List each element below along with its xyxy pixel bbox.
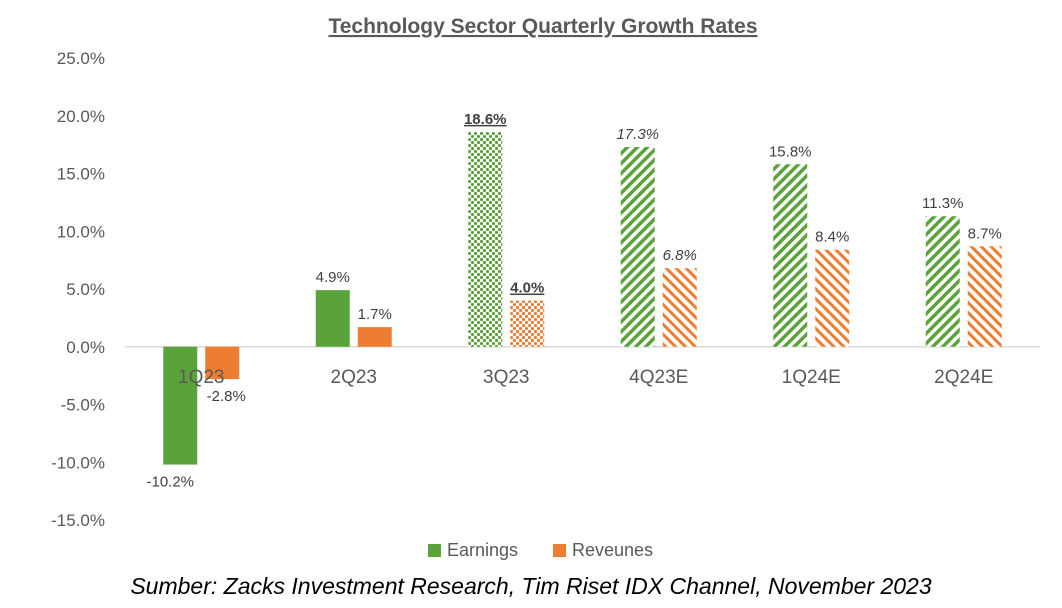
- x-tick-label: 1Q24E: [782, 367, 841, 388]
- bar-earnings: [163, 346, 198, 465]
- legend-label-revenues: Reveunes: [572, 540, 653, 560]
- y-tick-label: 15.0%: [57, 165, 105, 184]
- y-tick-label: -5.0%: [61, 396, 105, 415]
- y-tick-label: 0.0%: [66, 338, 105, 357]
- bar-earnings: [468, 131, 503, 347]
- source-caption: Sumber: Zacks Investment Research, Tim R…: [130, 573, 932, 599]
- data-label: 15.8%: [769, 143, 812, 160]
- bar-earnings: [925, 216, 960, 347]
- y-axis: 25.0% 20.0% 15.0% 10.0% 5.0% 0.0% -5.0% -10.0% -…: [51, 49, 105, 530]
- chart-title: Technology Sector Quarterly Growth Rates: [328, 15, 757, 38]
- y-tick-label: -15.0%: [51, 511, 105, 530]
- data-label: 18.6%: [464, 111, 507, 128]
- bar-earnings: [773, 164, 808, 347]
- x-tick-label: 1Q23: [178, 367, 224, 388]
- legend-swatch-revenues: [553, 544, 566, 557]
- bar-earnings: [620, 146, 655, 347]
- x-tick-label: 3Q23: [483, 367, 529, 388]
- bar-revenues: [510, 300, 545, 347]
- bar-revenues: [967, 246, 1002, 347]
- x-tick-label: 4Q23E: [629, 367, 688, 388]
- data-label: 4.9%: [316, 269, 350, 286]
- x-tick-label: 2Q24E: [934, 367, 993, 388]
- y-tick-label: -10.0%: [51, 453, 105, 472]
- y-tick-label: 20.0%: [57, 107, 105, 126]
- chart: Technology Sector Quarterly Growth Rates…: [51, 15, 1040, 560]
- bars: [163, 131, 1002, 465]
- x-tick-label: 2Q23: [331, 367, 377, 388]
- bar-revenues: [662, 268, 697, 347]
- data-label: -10.2%: [146, 474, 194, 491]
- legend: Earnings Reveunes: [428, 540, 653, 560]
- bar-revenues: [357, 327, 392, 347]
- legend-swatch-earnings: [428, 544, 441, 557]
- bar-earnings: [315, 290, 350, 347]
- data-label: 17.3%: [616, 126, 659, 143]
- data-label: 1.7%: [358, 306, 392, 323]
- legend-label-earnings: Earnings: [447, 540, 518, 560]
- x-axis: 1Q23 2Q23 3Q23 4Q23E 1Q24E 2Q24E: [178, 367, 993, 388]
- data-label: 6.8%: [663, 247, 697, 264]
- data-label: 4.0%: [510, 280, 544, 297]
- data-label: 11.3%: [922, 195, 963, 212]
- y-tick-label: 5.0%: [66, 280, 105, 299]
- data-label: 8.4%: [815, 229, 849, 246]
- bar-revenues: [815, 249, 850, 347]
- data-label: 8.7%: [968, 225, 1002, 242]
- y-tick-label: 25.0%: [57, 49, 105, 68]
- data-labels: -10.2% -2.8% 4.9% 1.7% 18.6% 4.0% 17.3% 6.8% 15.…: [146, 111, 1001, 491]
- bar-revenues: [205, 346, 240, 380]
- data-label: -2.8%: [207, 388, 246, 405]
- y-tick-label: 10.0%: [57, 222, 105, 241]
